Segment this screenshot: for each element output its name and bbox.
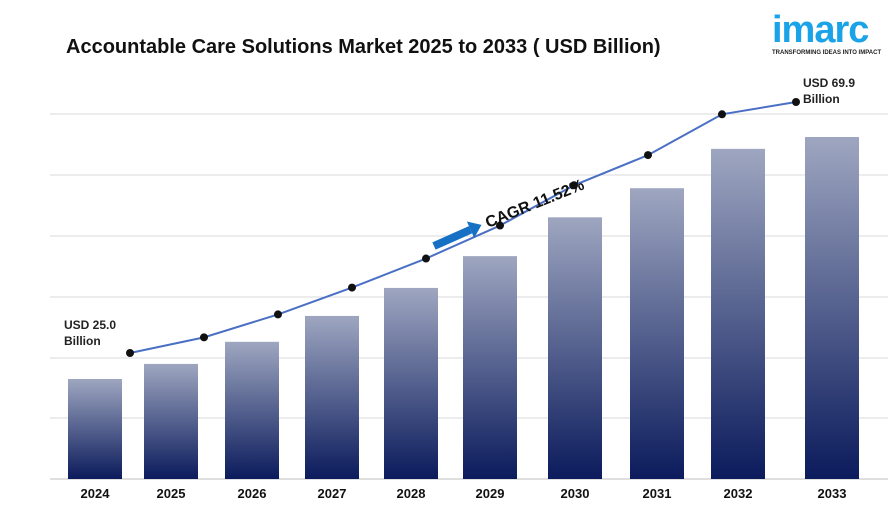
trend-point xyxy=(422,254,430,263)
logo-tagline: TRANSFORMING IDEAS INTO IMPACT xyxy=(772,50,882,56)
trend-point xyxy=(274,310,282,319)
trend-point xyxy=(496,221,504,230)
bar-2031 xyxy=(630,188,684,479)
cagr-arrow-icon xyxy=(432,221,482,250)
trend-point xyxy=(348,283,356,292)
bar-2027 xyxy=(305,315,359,479)
bar-2029 xyxy=(463,256,517,479)
trend-point xyxy=(644,151,652,160)
x-tick-label: 2031 xyxy=(643,486,672,501)
x-tick-label: 2032 xyxy=(724,486,753,501)
x-tick-label: 2025 xyxy=(157,486,186,501)
bar-2030 xyxy=(548,217,602,479)
x-tick-label: 2028 xyxy=(397,486,426,501)
x-tick-label: 2027 xyxy=(318,486,347,501)
bar-2025 xyxy=(144,363,198,479)
trend-point xyxy=(570,181,578,190)
bar-2028 xyxy=(384,287,438,479)
trend-point xyxy=(718,110,726,119)
logo-text: imarc xyxy=(772,9,869,51)
imarc-logo: imarc TRANSFORMING IDEAS INTO IMPACT xyxy=(772,10,882,56)
bar-2033 xyxy=(805,137,859,479)
trend-point xyxy=(792,98,800,106)
trend-point xyxy=(200,333,208,342)
bar-2024 xyxy=(68,379,122,479)
x-tick-label: 2030 xyxy=(561,486,590,501)
start-annotation: USD 25.0 Billion xyxy=(64,318,117,348)
bar-2026 xyxy=(225,341,279,479)
trend-line xyxy=(129,101,797,354)
x-tick-label: 2029 xyxy=(476,486,505,501)
trend-point xyxy=(126,349,134,357)
x-tick-label: 2033 xyxy=(818,486,847,501)
x-tick-label: 2026 xyxy=(238,486,267,501)
end-annotation: USD 69.9 Billion xyxy=(803,76,856,106)
chart-title: Accountable Care Solutions Market 2025 t… xyxy=(66,36,661,58)
x-tick-label: 2024 xyxy=(81,486,111,501)
bar-2032 xyxy=(711,148,765,479)
